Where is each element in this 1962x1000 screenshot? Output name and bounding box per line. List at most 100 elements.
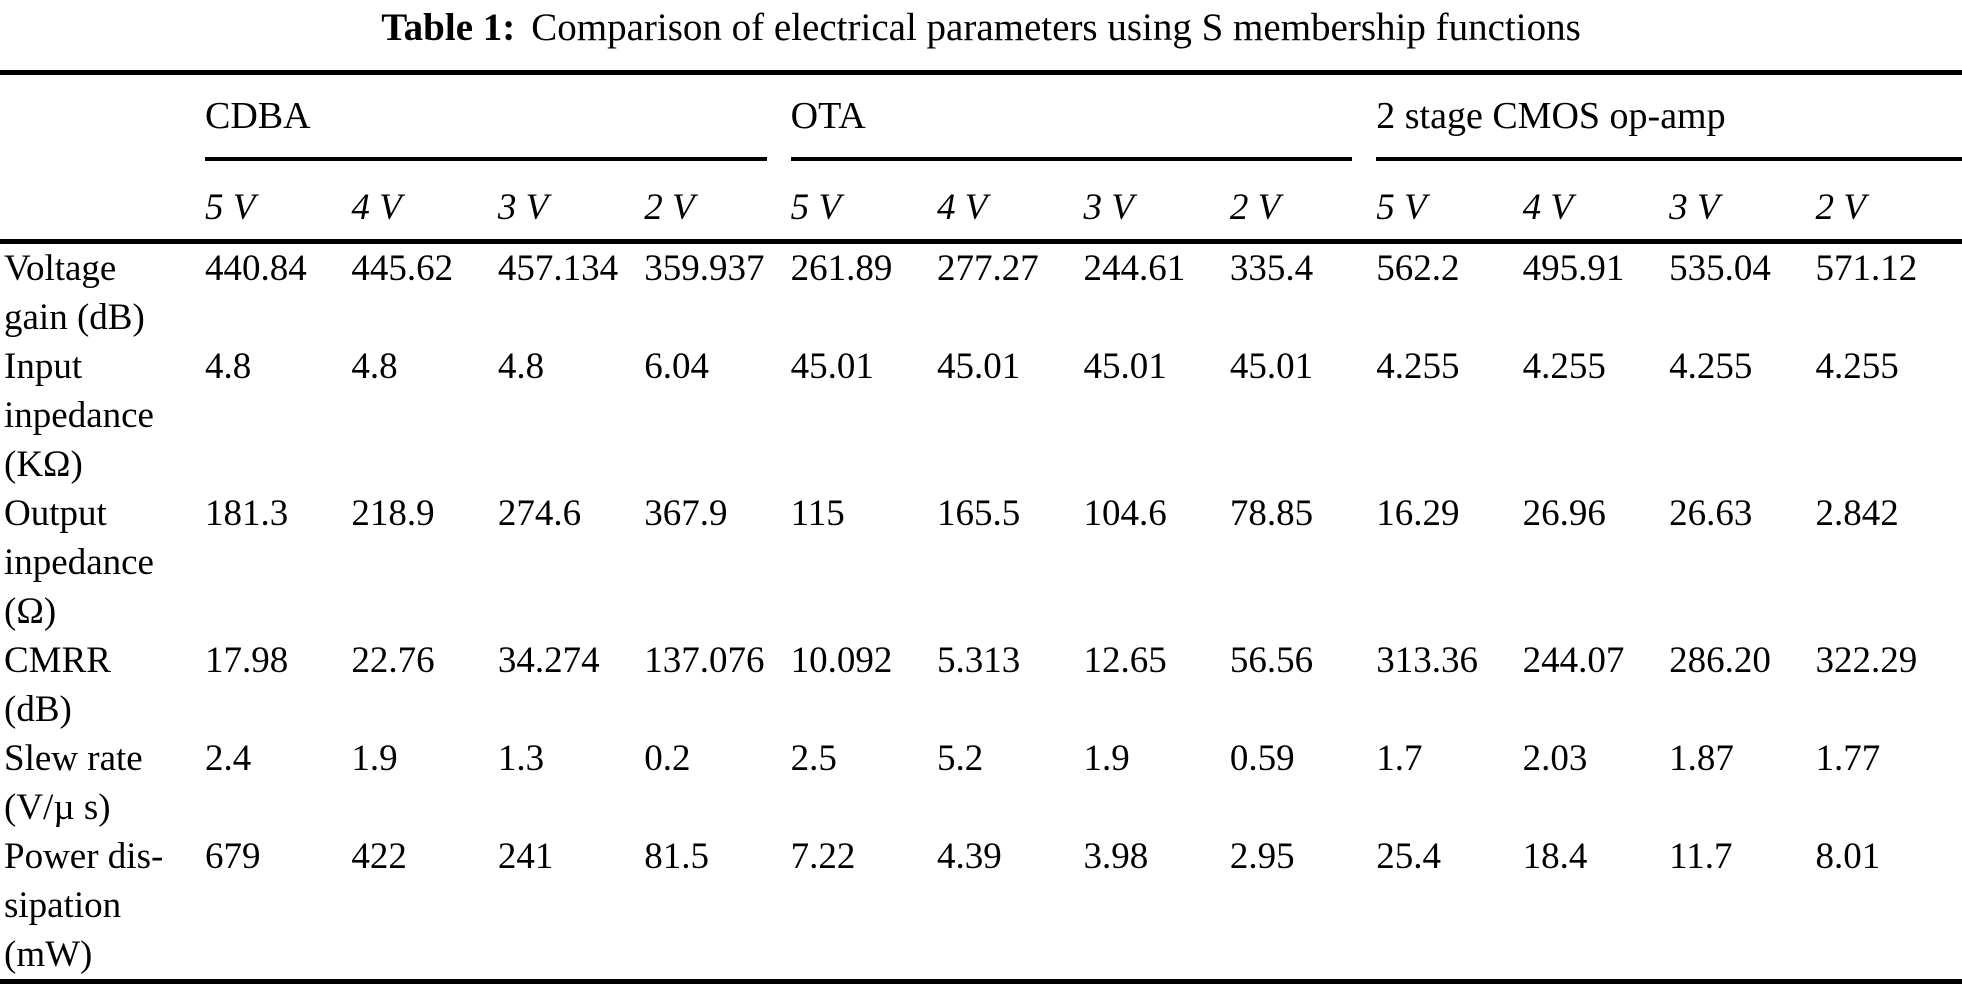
rule-spacer (0, 157, 205, 165)
value-cell-voltage-gain-6: 244.61 (1083, 248, 1186, 289)
group-header-cdba: CDBA (205, 95, 311, 137)
table-row-voltage-gain: Voltage gain (dB) 440.84 445.62 457.134 359.… (0, 242, 1962, 343)
value-cell-cmrr-7: 56.56 (1229, 640, 1314, 681)
value-cell-output-impedance-2: 274.6 (497, 493, 582, 534)
value-cell-input-impedance-4: 45.01 (790, 346, 874, 387)
row-label-output-impedance: Output inpedance (Ω) (4, 493, 154, 632)
value-cell-output-impedance-7: 78.85 (1229, 493, 1314, 534)
value-cell-cmrr-0: 17.98 (205, 640, 289, 681)
table-row-slew-rate: Slew rate (V/µ s) 2.4 1.9 1.3 0.2 2.5 5.2 1.9 0.… (0, 734, 1962, 832)
value-cell-output-impedance-4: 115 (790, 493, 845, 534)
value-cell-input-impedance-3: 6.04 (644, 346, 709, 387)
cdba-group-rule (205, 157, 767, 161)
ota-group-rule (790, 157, 1353, 161)
value-cell-slew-rate-3: 0.2 (644, 738, 691, 779)
value-cell-cmrr-9: 244.07 (1522, 640, 1625, 681)
value-cell-slew-rate-4: 2.5 (790, 738, 837, 779)
value-cell-cmrr-1: 22.76 (351, 640, 435, 681)
supply-header-cdba-5v: 5 V (205, 165, 352, 244)
supply-header-ota-5v: 5 V (790, 165, 938, 244)
table-row-input-impedance: Input inpedance (KΩ) 4.8 4.8 4.8 6.04 45.01 45… (0, 342, 1962, 489)
value-cell-slew-rate-9: 2.03 (1522, 738, 1588, 779)
value-cell-input-impedance-2: 4.8 (497, 346, 545, 387)
value-cell-voltage-gain-4: 261.89 (790, 248, 893, 289)
value-cell-power-dissipation-6: 3.98 (1083, 836, 1149, 877)
value-cell-voltage-gain-5: 277.27 (937, 248, 1039, 289)
value-cell-cmrr-6: 12.65 (1083, 640, 1167, 681)
supply-header-cdba-3v: 3 V (497, 165, 645, 244)
supply-header-row: 5 V 4 V 3 V 2 V 5 V 4 V 3 V 2 V 5 V 4 V … (0, 165, 1962, 244)
value-cell-output-impedance-10: 26.63 (1669, 493, 1753, 534)
supply-header-ota-2v: 2 V (1229, 165, 1377, 244)
value-cell-slew-rate-2: 1.3 (497, 738, 545, 779)
supply-header-cmos-3v: 3 V (1669, 165, 1816, 244)
value-cell-power-dissipation-7: 2.95 (1229, 836, 1295, 877)
table-caption-number: Table 1: (381, 6, 516, 49)
value-cell-slew-rate-1: 1.9 (351, 738, 398, 779)
group-header-ota: OTA (790, 95, 866, 137)
parameters-table: CDBA OTA 2 stage CMOS op-amp 5 V 4 V 3 V… (0, 70, 1962, 984)
value-cell-input-impedance-10: 4.255 (1669, 346, 1753, 387)
row-label-cmrr: CMRR (dB) (4, 640, 111, 730)
supply-header-cdba-2v: 2 V (644, 165, 791, 244)
value-cell-cmrr-4: 10.092 (790, 640, 893, 681)
value-cell-input-impedance-9: 4.255 (1522, 346, 1606, 387)
value-cell-power-dissipation-2: 241 (497, 836, 554, 877)
value-cell-input-impedance-6: 45.01 (1083, 346, 1167, 387)
value-cell-voltage-gain-3: 359.937 (644, 248, 765, 289)
value-cell-slew-rate-0: 2.4 (205, 738, 252, 779)
value-cell-slew-rate-10: 1.87 (1669, 738, 1734, 779)
value-cell-input-impedance-11: 4.255 (1815, 346, 1899, 387)
value-cell-power-dissipation-5: 4.39 (937, 836, 1002, 877)
value-cell-voltage-gain-9: 495.91 (1522, 248, 1625, 289)
value-cell-output-impedance-8: 16.29 (1376, 493, 1460, 534)
value-cell-slew-rate-11: 1.77 (1815, 738, 1881, 779)
value-cell-output-impedance-0: 181.3 (205, 493, 289, 534)
value-cell-input-impedance-5: 45.01 (937, 346, 1021, 387)
value-cell-power-dissipation-0: 679 (205, 836, 261, 877)
value-cell-slew-rate-8: 1.7 (1376, 738, 1423, 779)
value-cell-cmrr-10: 286.20 (1669, 640, 1771, 681)
value-cell-power-dissipation-10: 11.7 (1669, 836, 1733, 877)
row-label-voltage-gain: Voltage gain (dB) (4, 248, 145, 338)
value-cell-output-impedance-11: 2.842 (1815, 493, 1899, 534)
value-cell-voltage-gain-1: 445.62 (351, 248, 454, 289)
value-cell-output-impedance-5: 165.5 (937, 493, 1021, 534)
group-header-row: CDBA OTA 2 stage CMOS op-amp (0, 73, 1962, 158)
table-body: Voltage gain (dB) 440.84 445.62 457.134 359.… (0, 242, 1962, 982)
table-caption-text: Comparison of electrical parameters usin… (531, 6, 1581, 49)
value-cell-input-impedance-8: 4.255 (1376, 346, 1460, 387)
value-cell-output-impedance-1: 218.9 (351, 493, 435, 534)
row-label-slew-rate: Slew rate (V/µ s) (4, 738, 143, 828)
row-label-input-impedance: Input inpedance (KΩ) (4, 346, 154, 485)
value-cell-input-impedance-0: 4.8 (205, 346, 252, 387)
value-cell-slew-rate-5: 5.2 (937, 738, 984, 779)
value-cell-power-dissipation-11: 8.01 (1815, 836, 1881, 877)
value-cell-power-dissipation-4: 7.22 (790, 836, 856, 877)
value-cell-cmrr-8: 313.36 (1376, 640, 1478, 681)
supply-header-cmos-2v: 2 V (1815, 165, 1962, 244)
supply-header-ota-3v: 3 V (1083, 165, 1230, 244)
value-cell-power-dissipation-3: 81.5 (644, 836, 709, 877)
value-cell-voltage-gain-0: 440.84 (205, 248, 307, 289)
value-cell-voltage-gain-8: 562.2 (1376, 248, 1460, 289)
supply-header-ota-4v: 4 V (937, 165, 1084, 244)
value-cell-cmrr-5: 5.313 (937, 640, 1021, 681)
value-cell-output-impedance-3: 367.9 (644, 493, 728, 534)
table-row-power-dissipation: Power dis- sipation (mW) 679 422 241 81.5 7.2… (0, 832, 1962, 982)
value-cell-voltage-gain-7: 335.4 (1229, 248, 1314, 289)
table-row-cmrr: CMRR (dB) 17.98 22.76 34.274 137.076 10.092 5.… (0, 636, 1962, 734)
value-cell-power-dissipation-9: 18.4 (1522, 836, 1588, 877)
corner-cell (0, 73, 205, 158)
value-cell-input-impedance-7: 45.01 (1229, 346, 1314, 387)
value-cell-cmrr-11: 322.29 (1815, 640, 1918, 681)
value-cell-power-dissipation-8: 25.4 (1376, 836, 1441, 877)
supply-header-cmos-5v: 5 V (1376, 165, 1523, 244)
group-rule-row (0, 157, 1962, 165)
value-cell-slew-rate-6: 1.9 (1083, 738, 1130, 779)
cmos-group-rule (1376, 157, 1962, 161)
value-cell-voltage-gain-2: 457.134 (497, 248, 619, 289)
row-label-power-dissipation: Power dis- sipation (mW) (4, 836, 164, 975)
value-cell-input-impedance-1: 4.8 (351, 346, 398, 387)
